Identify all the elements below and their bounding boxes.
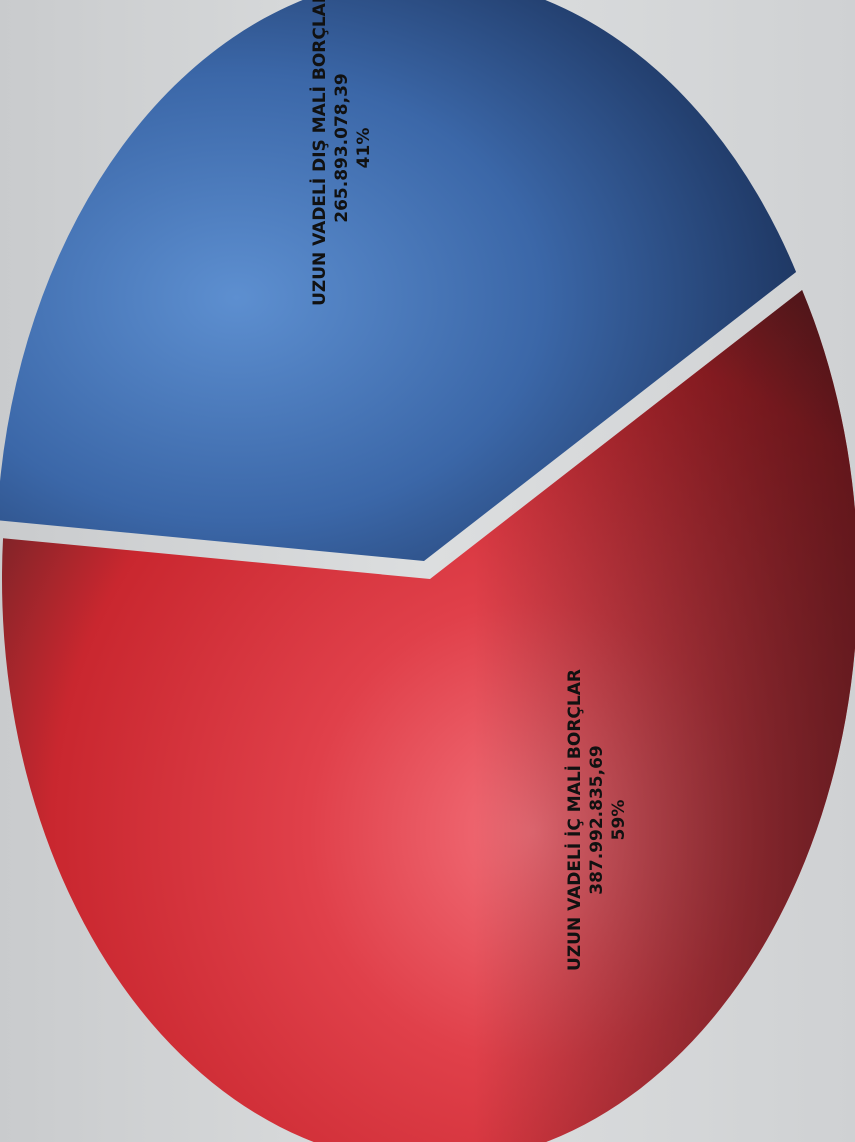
slice-name: UZUN VADELİ DIŞ MALİ BORÇLAR	[308, 0, 330, 306]
pie-slice-dis-mali-borclar	[0, 0, 797, 561]
slice-label: UZUN VADELİ DIŞ MALİ BORÇLAR 265.893.078,…	[308, 0, 374, 306]
pie-slice-shading	[2, 289, 855, 1142]
slice-percent: 59%	[609, 800, 629, 841]
slice-value: 265.893.078,39	[332, 73, 352, 223]
slice-name: UZUN VADELİ İÇ MALİ BORÇLAR	[563, 669, 585, 971]
slice-label: UZUN VADELİ İÇ MALİ BORÇLAR 387.992.835,6…	[563, 669, 629, 971]
slice-percent: 41%	[354, 128, 374, 169]
slice-value: 387.992.835,69	[587, 745, 607, 895]
